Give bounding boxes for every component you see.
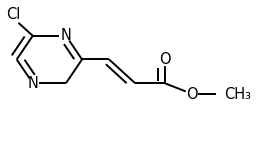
Text: N: N — [61, 28, 71, 43]
Text: N: N — [27, 76, 38, 91]
Text: O: O — [159, 52, 170, 67]
Text: Cl: Cl — [6, 7, 20, 22]
Text: O: O — [186, 87, 198, 102]
Text: CH₃: CH₃ — [224, 87, 251, 102]
